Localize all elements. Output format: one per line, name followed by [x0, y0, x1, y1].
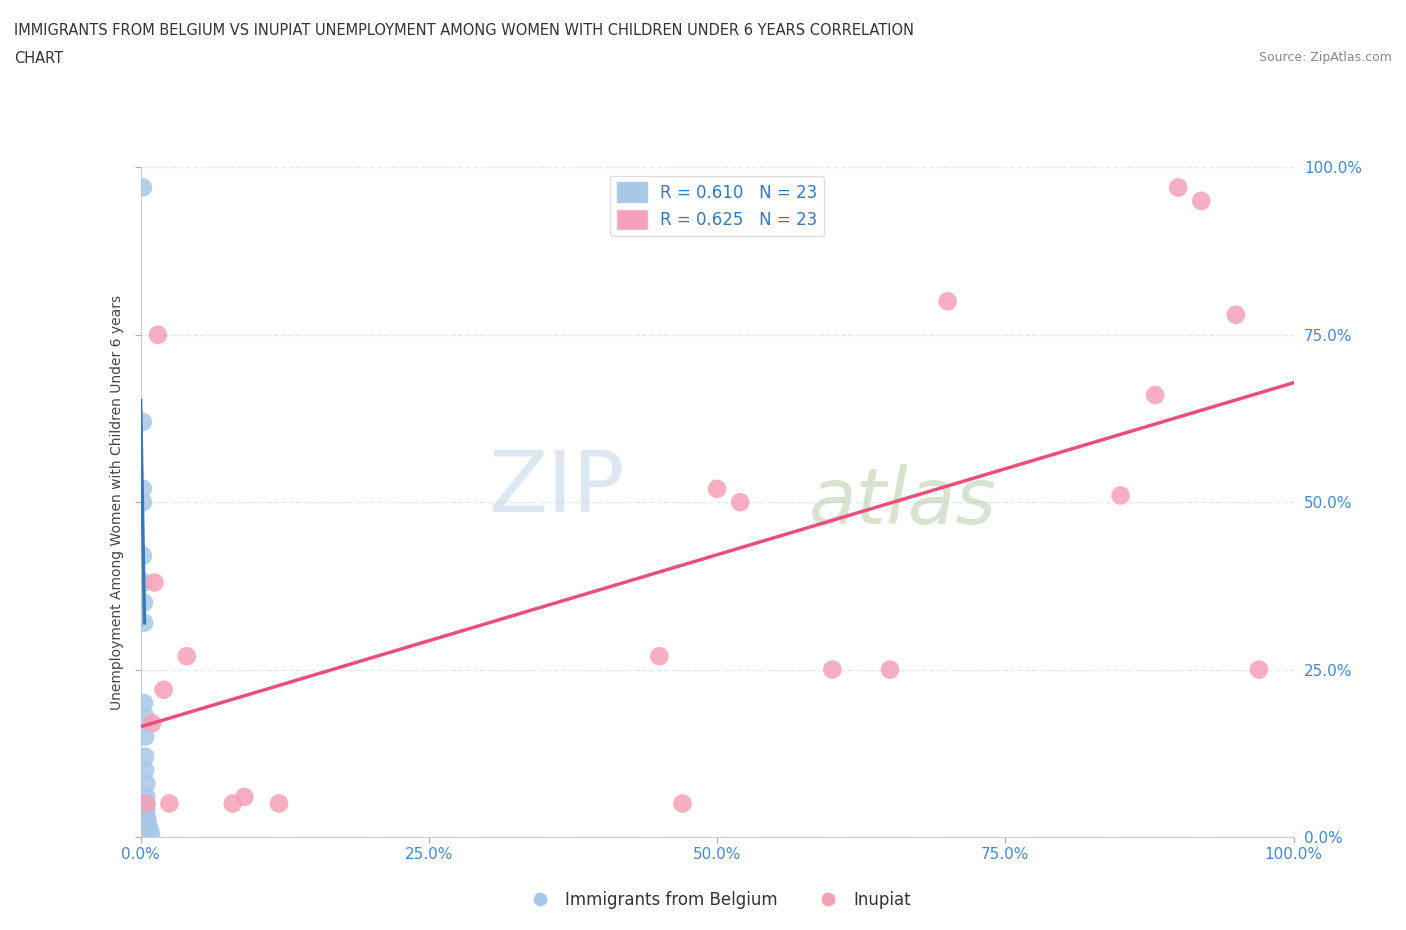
Point: [135, 776, 157, 790]
Point: [135, 796, 157, 811]
Point: [134, 709, 156, 724]
Point: [136, 813, 159, 828]
Point: [267, 796, 290, 811]
Point: [132, 595, 155, 610]
Point: [222, 796, 245, 811]
Point: [135, 803, 157, 817]
Text: CHART: CHART: [14, 51, 63, 66]
Point: [132, 495, 155, 510]
Text: IMMIGRANTS FROM BELGIUM VS INUPIAT UNEMPLOYMENT AMONG WOMEN WITH CHILDREN UNDER : IMMIGRANTS FROM BELGIUM VS INUPIAT UNEMP…: [14, 23, 914, 38]
Point: [936, 294, 959, 309]
Point: [141, 716, 163, 731]
Text: atlas: atlas: [810, 464, 997, 540]
Text: ZIP: ZIP: [488, 447, 624, 530]
Point: [143, 575, 166, 590]
Point: [1144, 388, 1167, 403]
Point: [1225, 307, 1247, 322]
Point: [135, 809, 157, 824]
Point: [132, 575, 155, 590]
Point: [132, 482, 155, 497]
Point: [159, 796, 180, 811]
Point: [706, 482, 728, 497]
Text: Source: ZipAtlas.com: Source: ZipAtlas.com: [1258, 51, 1392, 64]
Point: [135, 796, 157, 811]
Point: [176, 649, 198, 664]
Point: [821, 662, 844, 677]
Point: [132, 549, 155, 564]
Point: [146, 327, 169, 342]
Point: [135, 790, 157, 804]
Point: [132, 616, 155, 631]
Point: [879, 662, 901, 677]
Point: [132, 415, 155, 430]
Point: [648, 649, 671, 664]
Point: [134, 763, 156, 777]
Point: [132, 696, 155, 711]
Point: [1109, 488, 1132, 503]
Point: [1167, 180, 1189, 195]
Point: [139, 826, 162, 841]
Point: [136, 817, 159, 831]
Point: [139, 823, 162, 838]
Point: [152, 683, 174, 698]
Point: [138, 819, 160, 834]
Point: [1247, 662, 1270, 677]
Point: [233, 790, 256, 804]
Point: [132, 180, 155, 195]
Point: [134, 729, 156, 744]
Y-axis label: Unemployment Among Women with Children Under 6 years: Unemployment Among Women with Children U…: [110, 295, 124, 710]
Legend: Immigrants from Belgium, Inupiat: Immigrants from Belgium, Inupiat: [517, 884, 917, 916]
Point: [134, 750, 156, 764]
Point: [728, 495, 751, 510]
Point: [671, 796, 693, 811]
Point: [1189, 193, 1212, 208]
